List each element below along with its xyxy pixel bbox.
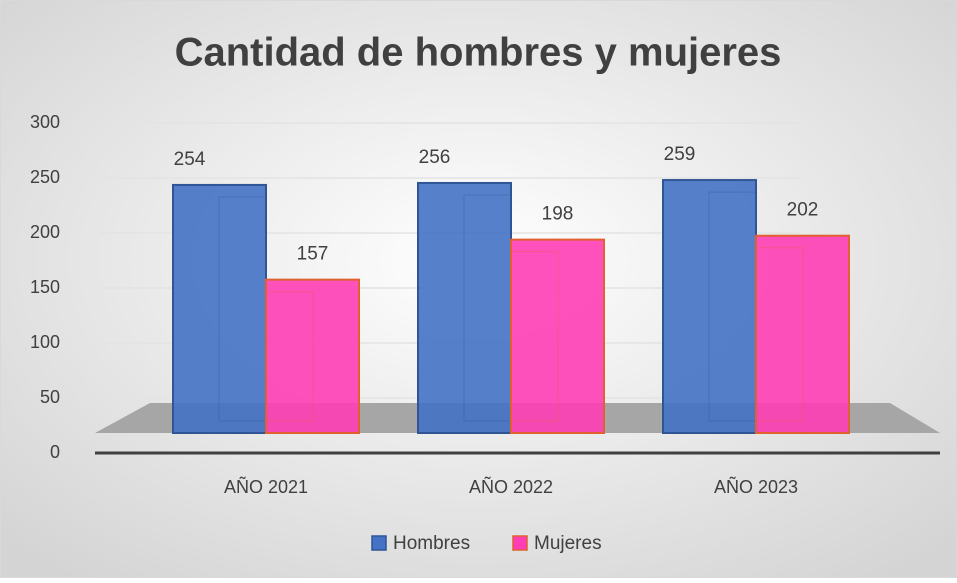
value-label: 254 [174, 149, 206, 170]
value-label: 256 [419, 147, 451, 168]
legend-label: Mujeres [534, 533, 602, 554]
bar [417, 181, 512, 434]
y-tick-label: 0 [50, 442, 60, 462]
bar-inner-edge [510, 251, 559, 422]
x-tick-label: AÑO 2021 [224, 476, 308, 497]
x-tick-label: AÑO 2023 [714, 476, 798, 497]
y-tick-label: 200 [30, 222, 60, 242]
legend-label: Hombres [393, 533, 470, 554]
x-tick-label: AÑO 2022 [469, 476, 553, 497]
bar-inner-edge [755, 247, 804, 422]
value-label: 259 [664, 144, 696, 165]
y-tick-label: 300 [30, 112, 60, 132]
bar [265, 278, 360, 434]
bar [172, 183, 267, 434]
chart-title: Cantidad de hombres y mujeres [175, 31, 782, 75]
legend-swatch [512, 535, 528, 551]
bar-inner-edge [265, 291, 314, 422]
value-label: 202 [787, 200, 819, 221]
bar [510, 238, 605, 434]
bar [755, 234, 850, 434]
y-tick-label: 250 [30, 167, 60, 187]
legend-swatch [371, 535, 387, 551]
y-tick-label: 50 [40, 387, 60, 407]
value-label: 198 [542, 204, 574, 225]
y-tick-label: 150 [30, 277, 60, 297]
value-label: 157 [297, 244, 329, 265]
bar [662, 179, 757, 434]
y-tick-label: 100 [30, 332, 60, 352]
